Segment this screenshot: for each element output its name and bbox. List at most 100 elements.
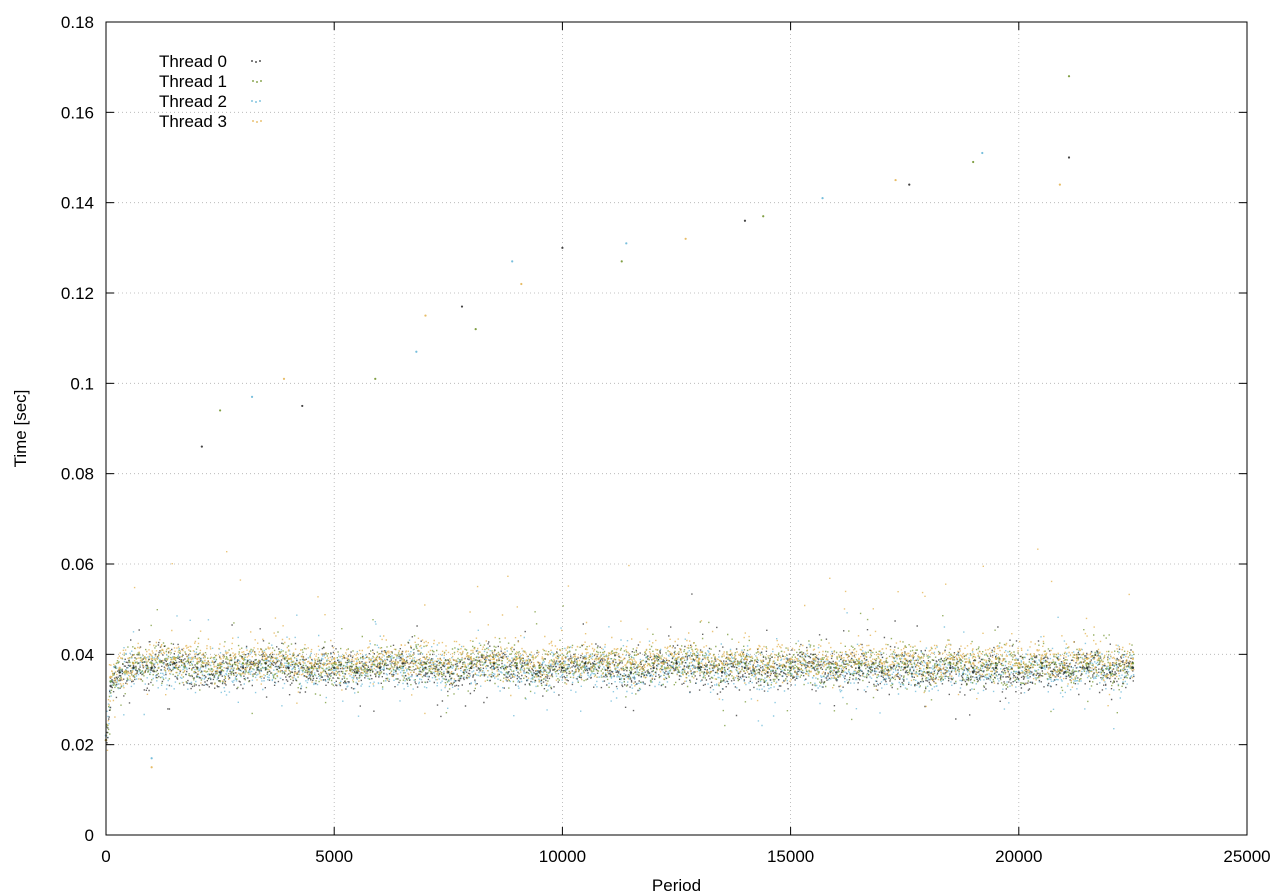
- data-point: [629, 662, 633, 665]
- data-point: [538, 662, 541, 665]
- outlier-point: [821, 197, 824, 200]
- data-point: [515, 662, 518, 665]
- y-tick-label: 0.14: [61, 194, 94, 213]
- data-point: [492, 662, 496, 665]
- outlier-point: [561, 246, 564, 249]
- data-point: [835, 671, 838, 674]
- data-point: [720, 671, 724, 674]
- series-thread-0: [104, 593, 1135, 744]
- outlier-point: [762, 215, 765, 218]
- legend-swatch-1: [256, 81, 258, 83]
- x-tick-label: 5000: [315, 847, 353, 866]
- data-point: [698, 666, 701, 670]
- legend: Thread 0 Thread 1 Thread 2 Thread 3: [159, 52, 262, 131]
- data-point: [857, 662, 861, 665]
- x-tick-label: 10000: [539, 847, 586, 866]
- data-point: [515, 657, 518, 661]
- data-point: [675, 662, 678, 665]
- legend-label-thread-2: Thread 2: [159, 92, 227, 111]
- data-point: [109, 680, 112, 683]
- data-point: [903, 657, 906, 661]
- data-point: [109, 684, 112, 688]
- outlier-point: [1067, 75, 1071, 78]
- data-point: [1086, 657, 1089, 661]
- data-point: [835, 662, 838, 665]
- outlier-point: [374, 377, 377, 380]
- x-tick-label: 0: [101, 847, 110, 866]
- data-point: [584, 662, 587, 665]
- data-point: [118, 671, 121, 674]
- data-point: [150, 657, 153, 661]
- outlier-point: [684, 237, 687, 240]
- data-point: [333, 657, 336, 661]
- data-point: [469, 657, 473, 661]
- data-point: [355, 671, 359, 674]
- x-axis-label: Period: [652, 876, 701, 895]
- data-point: [1063, 671, 1066, 674]
- outlier-point: [219, 409, 222, 412]
- data-point: [492, 657, 496, 661]
- axis-ticks: [105, 21, 1248, 836]
- outlier-point: [150, 766, 153, 769]
- data-point: [606, 662, 610, 665]
- point-cloud: [106, 612, 1135, 738]
- data-point: [401, 657, 404, 661]
- data-point: [132, 666, 135, 670]
- y-tick-label: 0.04: [61, 645, 94, 664]
- data-point: [949, 666, 952, 670]
- data-point: [424, 657, 427, 661]
- data-point: [150, 662, 153, 665]
- grid: [106, 22, 1247, 835]
- outlier-point: [460, 305, 464, 308]
- data-point: [447, 671, 450, 674]
- outlier-point: [415, 350, 418, 353]
- data-point: [994, 666, 998, 670]
- series-thread-2: [104, 612, 1135, 738]
- outlier-point: [1058, 183, 1061, 186]
- data-point: [287, 666, 290, 670]
- data-point: [812, 657, 815, 661]
- outlier-point: [1067, 156, 1071, 159]
- legend-swatch-1: [252, 80, 254, 82]
- data-point: [584, 657, 587, 661]
- data-point: [218, 671, 222, 674]
- y-tick-label: 0.08: [61, 465, 94, 484]
- data-point: [698, 657, 701, 661]
- outlier-point: [200, 445, 203, 448]
- data-point: [310, 662, 313, 665]
- data-point: [196, 657, 199, 661]
- data-point: [971, 662, 975, 665]
- legend-swatch-3: [256, 121, 258, 123]
- y-tick-label: 0.18: [61, 13, 94, 32]
- data-point: [857, 666, 861, 670]
- data-point: [173, 657, 176, 661]
- y-tick-label: 0.06: [61, 555, 94, 574]
- data-point: [743, 657, 747, 661]
- data-point: [606, 657, 610, 661]
- data-point: [1017, 671, 1020, 674]
- data-point: [561, 666, 564, 670]
- legend-swatch-2: [255, 101, 257, 103]
- outlier-point: [301, 404, 304, 408]
- data-point: [132, 662, 135, 665]
- data-point: [994, 657, 998, 661]
- y-tick-labels: 0 0.02 0.04 0.06 0.08 0.1 0.12 0.14 0.16 0.18: [61, 13, 94, 845]
- x-tick-label: 15000: [767, 847, 814, 866]
- data-point: [109, 675, 112, 679]
- data-point: [1108, 666, 1112, 670]
- data-point: [218, 662, 222, 665]
- data-point: [720, 662, 724, 665]
- data-point: [971, 671, 975, 674]
- data-point: [629, 671, 633, 674]
- data-point: [355, 666, 359, 670]
- data-point: [698, 662, 701, 665]
- outlier-point: [282, 377, 286, 380]
- data-point: [173, 662, 176, 665]
- series-thread-3: [104, 548, 1135, 751]
- data-point: [264, 657, 267, 661]
- outlier-point: [424, 314, 427, 317]
- data-point: [1108, 662, 1112, 665]
- outlier-point: [511, 260, 514, 263]
- data-point: [1063, 662, 1066, 665]
